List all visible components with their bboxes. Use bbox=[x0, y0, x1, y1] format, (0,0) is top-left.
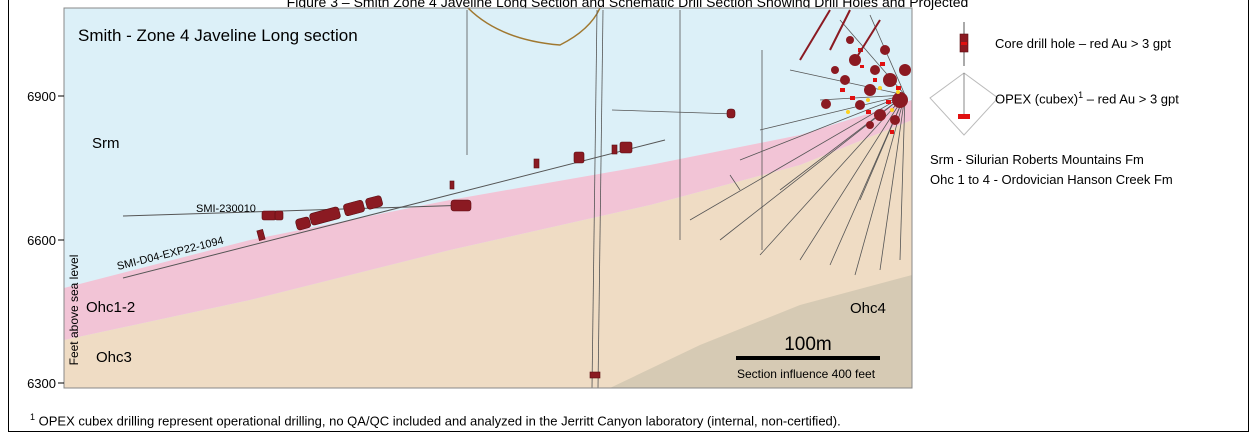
unit-label-ohc12: Ohc1-2 bbox=[86, 299, 135, 316]
intercept bbox=[612, 145, 617, 154]
legend-ohc-label: Ohc 1 to 4 - Ordovician Hanson Creek Fm bbox=[930, 172, 1173, 187]
legend-opex-label: OPEX (cubex)1 – red Au > 3 gpt bbox=[995, 90, 1179, 106]
intercept bbox=[450, 181, 454, 189]
intercept bbox=[275, 211, 283, 220]
y-tick-6900: 6900 bbox=[27, 89, 56, 104]
intercept bbox=[534, 159, 539, 168]
legend-core-drill-label: Core drill hole – red Au > 3 gpt bbox=[995, 36, 1171, 51]
intercept bbox=[262, 211, 276, 220]
legend-srm-label: Srm - Silurian Roberts Mountains Fm bbox=[930, 152, 1144, 167]
y-tick-6300: 6300 bbox=[27, 376, 56, 391]
unit-label-srm: Srm bbox=[92, 135, 120, 152]
section-title: Smith - Zone 4 Javeline Long section bbox=[78, 26, 358, 45]
scale-bar-label: 100m bbox=[784, 334, 832, 355]
intercept bbox=[727, 109, 735, 118]
intercept bbox=[451, 200, 471, 211]
y-tick-6600: 6600 bbox=[27, 233, 56, 248]
legend-core-drill-icon bbox=[960, 22, 968, 66]
unit-label-ohc4: Ohc4 bbox=[850, 300, 886, 317]
intercept bbox=[574, 152, 584, 163]
y-axis-label: Feet above sea level bbox=[67, 255, 81, 366]
intercept bbox=[590, 372, 600, 378]
intercept bbox=[620, 142, 632, 153]
unit-label-ohc3: Ohc3 bbox=[96, 349, 132, 366]
scale-bar bbox=[736, 356, 880, 360]
footnote: 1 OPEX cubex drilling represent operatio… bbox=[30, 412, 841, 428]
legend-opex-icon bbox=[930, 73, 998, 135]
section-influence-label: Section influence 400 feet bbox=[737, 367, 876, 381]
drill-label-smi-230010: SMI-230010 bbox=[196, 203, 256, 215]
